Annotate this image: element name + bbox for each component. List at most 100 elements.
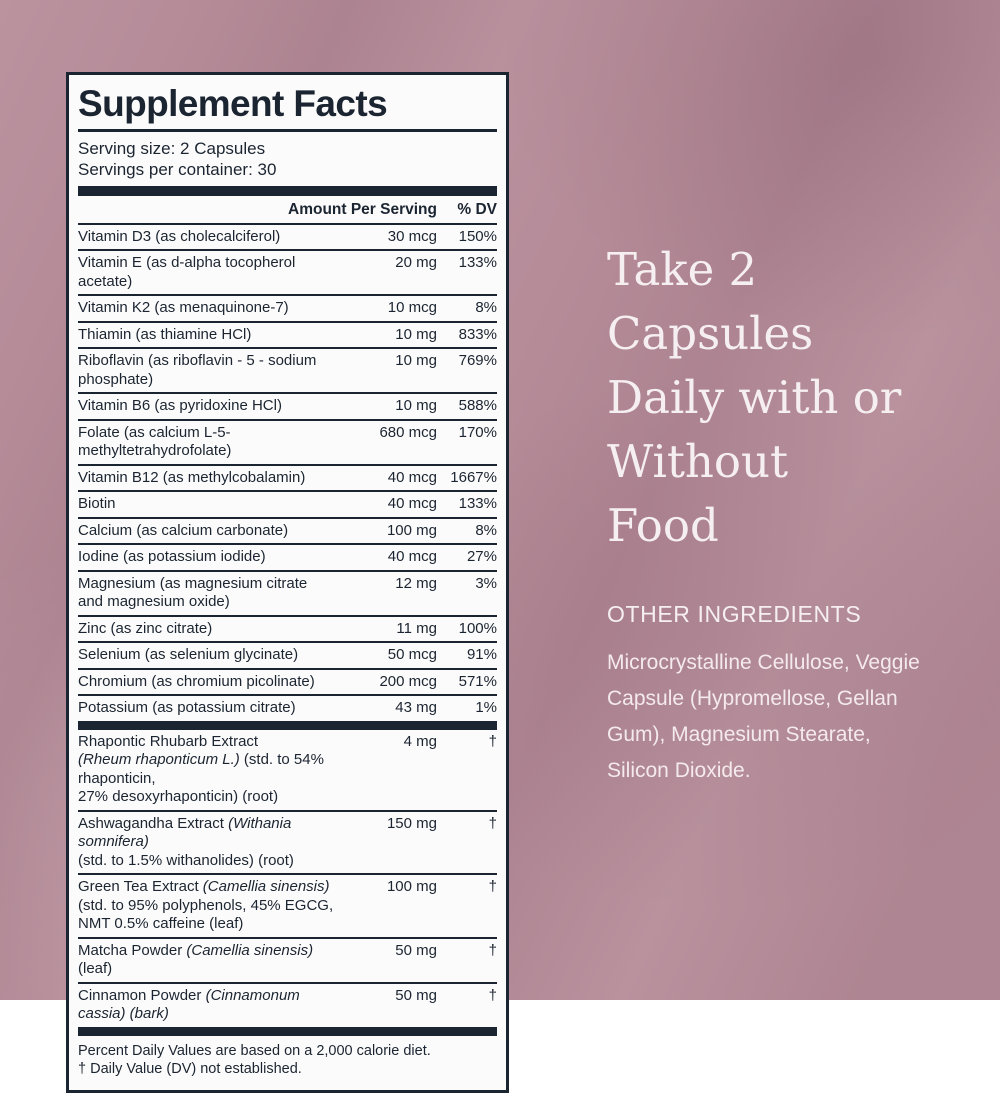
nutrient-name: Zinc (as zinc citrate) xyxy=(78,619,213,637)
table-row: Rhapontic Rhubarb Extract (Rheum rhaponti… xyxy=(78,730,497,812)
nutrient-name: Rhapontic Rhubarb Extract (Rheum rhaponti… xyxy=(78,732,324,806)
nutrient-name: Vitamin K2 (as menaquinone-7) xyxy=(78,299,289,317)
nutrient-name: Vitamin D3 (as cholecalciferol) xyxy=(78,227,281,245)
nutrient-amount: 100 mg xyxy=(386,878,437,896)
nutrient-dv: 588% xyxy=(458,397,497,415)
nutrient-amount: 100 mg xyxy=(386,521,437,539)
nutrient-amount: 50 mcg xyxy=(387,646,437,664)
table-row: Zinc (as zinc citrate) 11 mg 100% xyxy=(78,617,497,644)
nutrient-dv: 571% xyxy=(458,672,497,690)
nutrient-name: Vitamin B6 (as pyridoxine HCl) xyxy=(78,397,282,415)
nutrient-dv: 1% xyxy=(475,699,497,717)
nutrient-dv: 150% xyxy=(458,227,497,245)
table-row: Vitamin K2 (as menaquinone-7) 10 mcg 8% xyxy=(78,296,497,323)
nutrient-name: Ashwagandha Extract (Withania somnifera)… xyxy=(78,814,294,869)
nutrient-dv: 8% xyxy=(475,521,497,539)
nutrient-dv: 3% xyxy=(475,574,497,592)
nutrient-dv: 833% xyxy=(458,325,497,343)
nutrient-dv: 769% xyxy=(458,352,497,370)
nutrient-amount: 50 mg xyxy=(395,941,437,959)
table-row: Selenium (as selenium glycinate) 50 mcg 91… xyxy=(78,643,497,670)
table-row: Cinnamon Powder (Cinnamonum cassia) (bar… xyxy=(78,984,497,1027)
table-row: Folate (as calcium L-5-methyltetrahydrof… xyxy=(78,421,497,466)
footnote-line: Percent Daily Values are based on a 2,00… xyxy=(78,1042,431,1059)
table-row: Vitamin D3 (as cholecalciferol) 30 mcg 150… xyxy=(78,225,497,252)
nutrient-amount: 43 mg xyxy=(395,699,437,717)
table-row: Riboflavin (as riboflavin - 5 - sodium p… xyxy=(78,349,497,395)
nutrient-name: Vitamin E (as d-alpha tocopherol acetate… xyxy=(78,254,296,290)
table-row: Vitamin B12 (as methylcobalamin) 40 mcg 16… xyxy=(78,466,497,493)
nutrient-name: Thiamin (as thiamine HCl) xyxy=(78,325,252,343)
footnote-line: † Daily Value (DV) not established. xyxy=(78,1061,302,1078)
nutrient-dv: 170% xyxy=(458,423,497,441)
table-row: Iodine (as potassium iodide) 40 mcg 27% xyxy=(78,545,497,572)
nutrient-amount: 20 mg xyxy=(395,254,437,272)
table-row: Vitamin E (as d-alpha tocopherol acetate… xyxy=(78,251,497,297)
nutrient-amount: 200 mcg xyxy=(379,672,437,690)
thick-divider xyxy=(78,720,497,730)
nutrient-name: Green Tea Extract (Camellia sinensis) (st… xyxy=(78,878,334,933)
thick-divider xyxy=(78,185,497,196)
table-row: Thiamin (as thiamine HCl) 10 mg 833% xyxy=(78,323,497,350)
table-row: Biotin 40 mcg 133% xyxy=(78,492,497,519)
nutrient-dv: † xyxy=(488,986,497,1004)
nutrient-amount: 150 mg xyxy=(386,814,437,832)
header-percent-dv: % DV xyxy=(457,200,497,218)
nutrient-name: Matcha Powder (Camellia sinensis) (leaf) xyxy=(78,941,314,978)
nutrient-dv: 27% xyxy=(466,548,497,566)
nutrient-amount: 40 mcg xyxy=(387,548,437,566)
thick-divider xyxy=(78,1026,497,1036)
nutrient-amount: 10 mcg xyxy=(387,299,437,317)
serving-size: Serving size: 2 Capsules xyxy=(78,138,266,158)
table-row: Green Tea Extract (Camellia sinensis) (st… xyxy=(78,875,497,939)
table-header: Amount Per Serving % DV xyxy=(78,196,497,225)
other-ingredients-title: OTHER INGREDIENTS xyxy=(607,601,862,627)
nutrient-amount: 40 mcg xyxy=(387,495,437,513)
nutrient-amount: 10 mg xyxy=(395,397,437,415)
nutrient-amount: 50 mg xyxy=(395,986,437,1004)
nutrient-dv: 91% xyxy=(466,646,497,664)
supplement-facts-title: Supplement Facts xyxy=(78,83,388,124)
nutrient-name: Potassium (as potassium citrate) xyxy=(78,699,296,717)
nutrient-name: Folate (as calcium L-5-methyltetrahydrof… xyxy=(78,423,232,460)
nutrient-name: Chromium (as chromium picolinate) xyxy=(78,672,315,690)
nutrient-dv: 100% xyxy=(458,619,497,637)
nutrient-dv: 133% xyxy=(458,254,497,272)
nutrient-dv: 133% xyxy=(458,495,497,513)
table-section: Rhapontic Rhubarb Extract (Rheum rhaponti… xyxy=(78,730,497,1027)
nutrient-name: Iodine (as potassium iodide) xyxy=(78,548,266,566)
supplement-facts-panel: Supplement Facts Serving size: 2 Capsule… xyxy=(66,72,509,1093)
nutrient-dv: † xyxy=(488,941,497,959)
nutrient-name: Magnesium (as magnesium citrate and magne… xyxy=(78,574,308,611)
nutrient-dv: † xyxy=(488,814,497,832)
table-row: Vitamin B6 (as pyridoxine HCl) 10 mg 588% xyxy=(78,394,497,421)
nutrient-table: Vitamin D3 (as cholecalciferol) 30 mcg 150… xyxy=(78,225,497,1036)
footnote: Percent Daily Values are based on a 2,00… xyxy=(78,1036,497,1079)
nutrient-name: Vitamin B12 (as methylcobalamin) xyxy=(78,468,306,486)
table-row: Ashwagandha Extract (Withania somnifera)… xyxy=(78,812,497,876)
title-rule xyxy=(78,128,497,132)
table-row: Magnesium (as magnesium citrate and magne… xyxy=(78,572,497,617)
table-row: Matcha Powder (Camellia sinensis) (leaf)… xyxy=(78,939,497,984)
nutrient-amount: 4 mg xyxy=(403,732,437,750)
nutrient-dv: 8% xyxy=(475,299,497,317)
nutrient-amount: 680 mcg xyxy=(379,423,437,441)
nutrient-name: Cinnamon Powder (Cinnamonum cassia) (bar… xyxy=(78,986,300,1023)
table-row: Potassium (as potassium citrate) 43 mg 1% xyxy=(78,696,497,721)
header-amount-per-serving: Amount Per Serving xyxy=(288,200,437,218)
nutrient-dv: † xyxy=(488,732,497,750)
nutrient-name: Biotin xyxy=(78,495,116,513)
table-section: Vitamin D3 (as cholecalciferol) 30 mcg 150… xyxy=(78,225,497,721)
nutrient-amount: 10 mg xyxy=(395,325,437,343)
nutrient-name: Calcium (as calcium carbonate) xyxy=(78,521,289,539)
nutrient-dv: † xyxy=(488,878,497,896)
table-row: Chromium (as chromium picolinate) 200 mcg… xyxy=(78,670,497,697)
table-row: Calcium (as calcium carbonate) 100 mg 8% xyxy=(78,519,497,546)
other-ingredients-text: Microcrystalline Cellulose, Veggie Capsu… xyxy=(607,651,920,782)
nutrient-amount: 12 mg xyxy=(395,574,437,592)
nutrient-amount: 30 mcg xyxy=(387,227,437,245)
nutrient-amount: 40 mcg xyxy=(387,468,437,486)
nutrient-name: Selenium (as selenium glycinate) xyxy=(78,646,299,664)
nutrient-amount: 11 mg xyxy=(396,619,437,637)
servings-per-container: Servings per container: 30 xyxy=(78,159,277,179)
